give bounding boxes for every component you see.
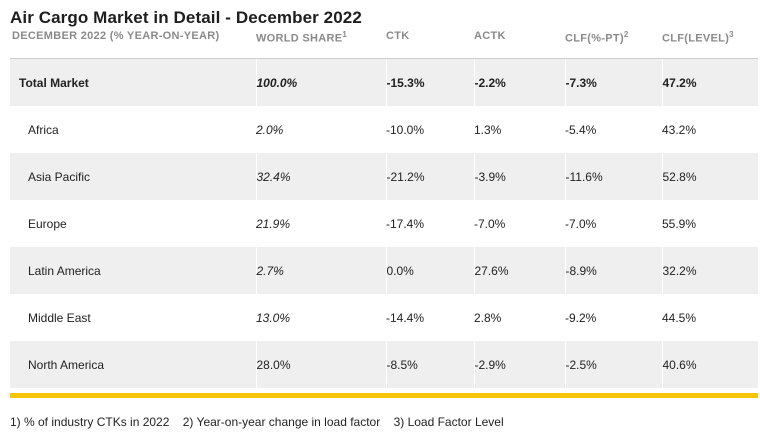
table-row-total-market: Total Market 100.0% -15.3% -2.2% -7.3% 4… [10,58,758,106]
actk-cell: -2.2% [473,58,565,106]
clf-level-cell: 52.8% [661,153,758,200]
header-row: DECEMBER 2022 (% YEAR-ON-YEAR) WORLD SHA… [10,30,758,59]
clf-level-cell: 43.2% [662,122,697,137]
clf-pt-header: CLF(%-PT)2 [565,30,662,59]
clf-level-cell: 55.9% [662,216,697,231]
actk-cell: -3.9% [473,153,565,200]
world-share-cell: 32.4% [255,153,386,200]
footnotes: 1) % of industry CTKs in 2022 2) Year-on… [10,415,514,429]
region-cell: Asia Pacific [10,153,256,200]
actk-cell: -2.9% [473,341,565,388]
ctk-cell: -21.2% [385,153,474,200]
table-row-europe: Europe 21.9% -17.4% -7.0% -7.0% 55.9% [10,200,758,247]
clf-pt-cell: -5.4% [565,122,597,137]
table-row-asia-pacific: Asia Pacific 32.4% -21.2% -3.9% -11.6% 5… [10,153,758,200]
actk-cell: 2.8% [474,310,502,325]
ctk-cell: -10.0% [386,122,425,137]
region-cell: Latin America [10,247,256,294]
ctk-cell: 0.0% [385,247,474,294]
clf-level-cell: 32.2% [661,247,758,294]
ctk-cell: -17.4% [386,216,425,231]
footnote-2: 2) Year-on-year change in load factor [182,415,381,429]
clf-pt-cell: -7.3% [564,58,662,106]
table-row-middle-east: Middle East 13.0% -14.4% 2.8% -9.2% 44.5… [10,294,758,341]
region-cell: Africa [28,122,59,137]
clf-pt-cell: -2.5% [564,341,662,388]
clf-pt-footnote-mark: 2 [623,30,629,39]
ctk-header: CTK [386,30,474,59]
world-share-cell: 21.9% [256,216,291,231]
world-share-cell: 28.0% [255,341,386,388]
ctk-cell: -8.5% [385,341,474,388]
world-share-cell: 100.0% [255,58,386,106]
clf-level-cell: 40.6% [661,341,758,388]
region-cell: North America [10,341,256,388]
world-share-cell: 2.0% [256,122,284,137]
clf-pt-cell: -8.9% [564,247,662,294]
clf-level-cell: 44.5% [662,310,697,325]
region-cell: Total Market [10,58,256,106]
table-row-africa: Africa 2.0% -10.0% 1.3% -5.4% 43.2% [10,106,758,153]
table-row-north-america: North America 28.0% -8.5% -2.9% -2.5% 40… [10,341,758,388]
actk-cell: 27.6% [473,247,565,294]
accent-divider [10,393,758,398]
actk-cell: 1.3% [474,122,502,137]
market-table: DECEMBER 2022 (% YEAR-ON-YEAR) WORLD SHA… [10,30,758,388]
clf-level-footnote-mark: 3 [729,30,734,39]
world-share-header: WORLD SHARE1 [256,30,386,59]
actk-header: ACTK [474,30,565,59]
region-cell: Middle East [28,310,91,325]
world-share-footnote-mark: 1 [342,30,348,39]
clf-pt-cell: -7.0% [565,216,597,231]
page-title: Air Cargo Market in Detail - December 20… [10,8,362,27]
region-header: DECEMBER 2022 (% YEAR-ON-YEAR) [10,30,256,59]
world-share-cell: 13.0% [256,310,291,325]
ctk-cell: -15.3% [385,58,474,106]
clf-level-cell: 47.2% [661,58,758,106]
footnote-1: 1) % of industry CTKs in 2022 [10,415,170,429]
world-share-cell: 2.7% [255,247,386,294]
clf-level-header: CLF(LEVEL)3 [662,30,758,59]
table-row-latin-america: Latin America 2.7% 0.0% 27.6% -8.9% 32.2… [10,247,758,294]
actk-cell: -7.0% [474,216,506,231]
clf-pt-cell: -11.6% [564,153,662,200]
region-cell: Europe [28,216,67,231]
footnote-3: 3) Load Factor Level [393,415,504,429]
clf-pt-cell: -9.2% [565,310,597,325]
ctk-cell: -14.4% [386,310,425,325]
